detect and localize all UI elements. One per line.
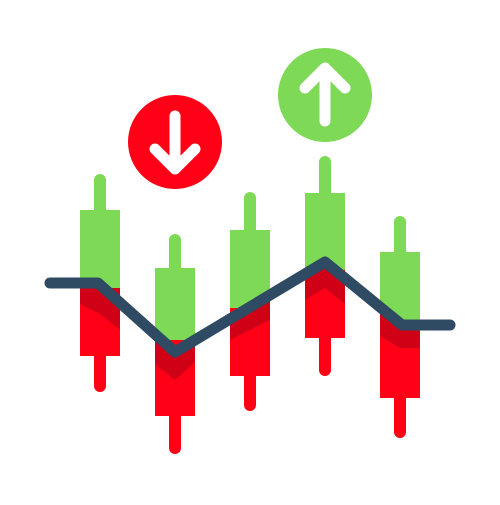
down-arrow-icon xyxy=(149,110,201,175)
up-arrow-icon xyxy=(299,62,351,127)
trend-line xyxy=(44,256,456,358)
down-arrow-badge xyxy=(128,95,222,189)
candle-3-shadow xyxy=(230,298,270,340)
candle-2-upper-body xyxy=(155,268,195,340)
candle-1-upper-body xyxy=(80,210,120,288)
up-arrow-badge xyxy=(278,48,372,142)
